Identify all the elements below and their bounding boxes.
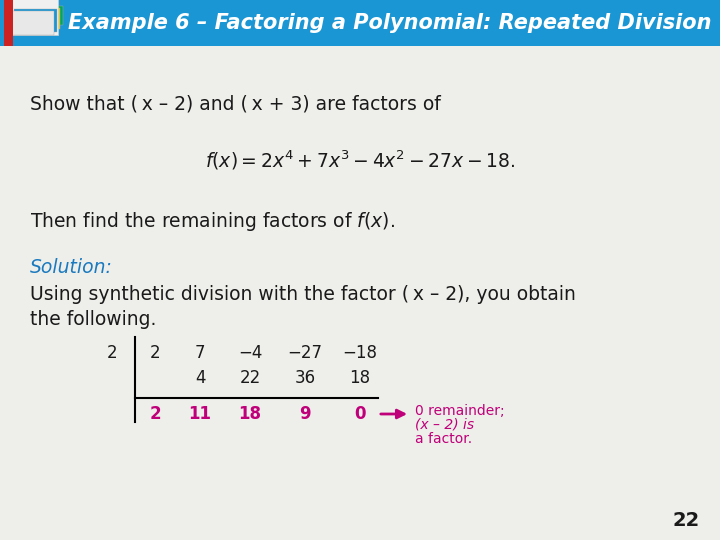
Text: 22: 22 [239, 369, 261, 387]
Text: $f(x) = 2x^4 + 7x^3 - 4x^2 - 27x - 18.$: $f(x) = 2x^4 + 7x^3 - 4x^2 - 27x - 18.$ [204, 148, 516, 172]
Bar [14, 9, 57, 32]
Bar [0, 0, 720, 46]
Text: a factor.: a factor. [415, 432, 472, 446]
Text: −27: −27 [287, 344, 323, 362]
Text: 2: 2 [150, 344, 161, 362]
Text: 0 remainder;: 0 remainder; [415, 404, 505, 418]
Text: 36: 36 [294, 369, 315, 387]
Text: 11: 11 [189, 405, 212, 423]
Text: 22: 22 [672, 510, 700, 530]
Text: 4: 4 [194, 369, 205, 387]
Text: 18: 18 [349, 369, 371, 387]
Bar [11, 11, 54, 35]
Text: 2: 2 [149, 405, 161, 423]
Text: Show that ( x – 2) and ( x + 3) are factors of: Show that ( x – 2) and ( x + 3) are fact… [30, 95, 441, 114]
Text: Then find the remaining factors of $f(x)$.: Then find the remaining factors of $f(x)… [30, 210, 395, 233]
Text: 0: 0 [354, 405, 366, 423]
Text: 2: 2 [107, 344, 117, 362]
Text: Solution:: Solution: [30, 258, 113, 277]
Bar [19, 6, 63, 25]
Text: 7: 7 [194, 344, 205, 362]
Text: (x – 2) is: (x – 2) is [415, 418, 474, 432]
Text: 18: 18 [238, 405, 261, 423]
Text: −4: −4 [238, 344, 262, 362]
Bar [17, 8, 60, 29]
Text: 9: 9 [300, 405, 311, 423]
Text: Using synthetic division with the factor ( x – 2), you obtain: Using synthetic division with the factor… [30, 285, 576, 304]
Text: the following.: the following. [30, 310, 156, 329]
Bar [11, 0, 58, 35]
Text: Example 6 – Factoring a Polynomial: Repeated Division: Example 6 – Factoring a Polynomial: Repe… [68, 13, 712, 33]
FancyBboxPatch shape [4, 0, 13, 46]
Text: −18: −18 [343, 344, 377, 362]
